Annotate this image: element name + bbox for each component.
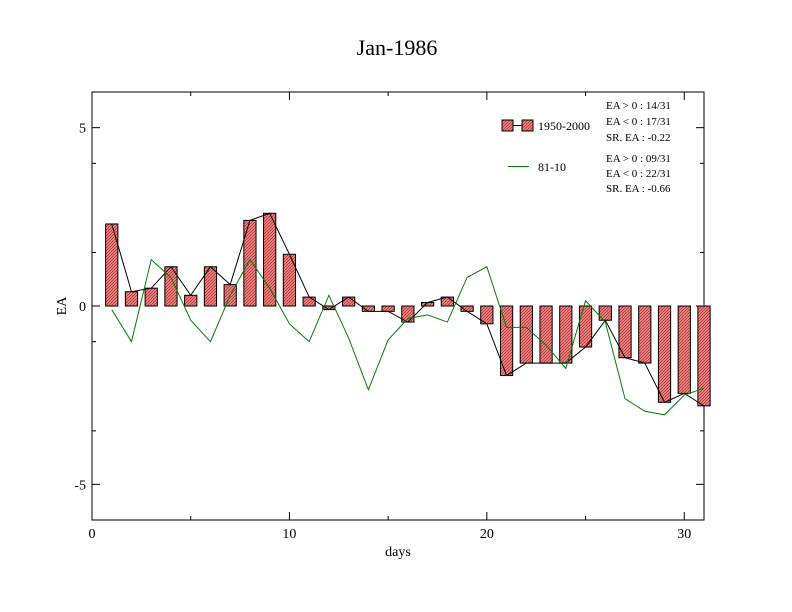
- y-axis: -5 0 5: [74, 122, 704, 521]
- bar: [144, 287, 158, 307]
- y-tick-label: -5: [74, 478, 86, 493]
- bar: [677, 305, 691, 394]
- legend-label-81-10: 81-10: [538, 160, 566, 174]
- x-tick-label: 0: [89, 527, 96, 542]
- bar: [381, 305, 395, 312]
- x-axis-label: days: [385, 545, 411, 560]
- bar: [105, 223, 119, 307]
- bar: [342, 296, 356, 307]
- bar: [124, 291, 139, 307]
- bar: [697, 305, 711, 407]
- stat-81-10-positive: EA > 0 : 09/31: [606, 153, 671, 165]
- bar: [184, 294, 198, 307]
- legend: 1950-2000 81-10: [501, 119, 590, 174]
- bar: [263, 212, 277, 307]
- stat-1950-2000-negative: EA < 0 : 17/31: [606, 116, 671, 128]
- bar: [519, 305, 533, 364]
- bar-series-1950-2000: [105, 212, 711, 407]
- series-line-81-10: [111, 258, 705, 416]
- y-tick-label: 0: [79, 300, 86, 315]
- x-tick-label: 10: [282, 527, 296, 542]
- x-tick-label: 30: [677, 527, 691, 542]
- bar: [657, 305, 672, 403]
- y-tick-label: 5: [79, 122, 86, 137]
- bar: [638, 305, 652, 364]
- bar: [302, 296, 316, 307]
- bar: [282, 253, 297, 307]
- stat-81-10-sr: SR. EA : -0.66: [606, 183, 671, 195]
- line-series: [111, 212, 705, 416]
- x-axis: 0 10 20 30: [89, 92, 691, 542]
- stat-1950-2000-sr: SR. EA : -0.22: [606, 132, 670, 144]
- bar: [539, 305, 553, 364]
- y-axis-label: EA: [55, 296, 70, 316]
- stats-block: EA > 0 : 14/31 EA < 0 : 17/31 SR. EA : -…: [606, 100, 671, 195]
- legend-swatch-1950-2000: [501, 119, 514, 132]
- stat-1950-2000-positive: EA > 0 : 14/31: [606, 100, 671, 112]
- series-line-1950-2000: [111, 212, 705, 407]
- legend-label-1950-2000: 1950-2000: [538, 119, 590, 133]
- legend-swatch-1950-2000-b: [521, 119, 534, 132]
- chart-title: Jan-1986: [357, 35, 438, 60]
- stat-81-10-negative: EA < 0 : 22/31: [606, 168, 671, 180]
- x-tick-label: 20: [480, 527, 494, 542]
